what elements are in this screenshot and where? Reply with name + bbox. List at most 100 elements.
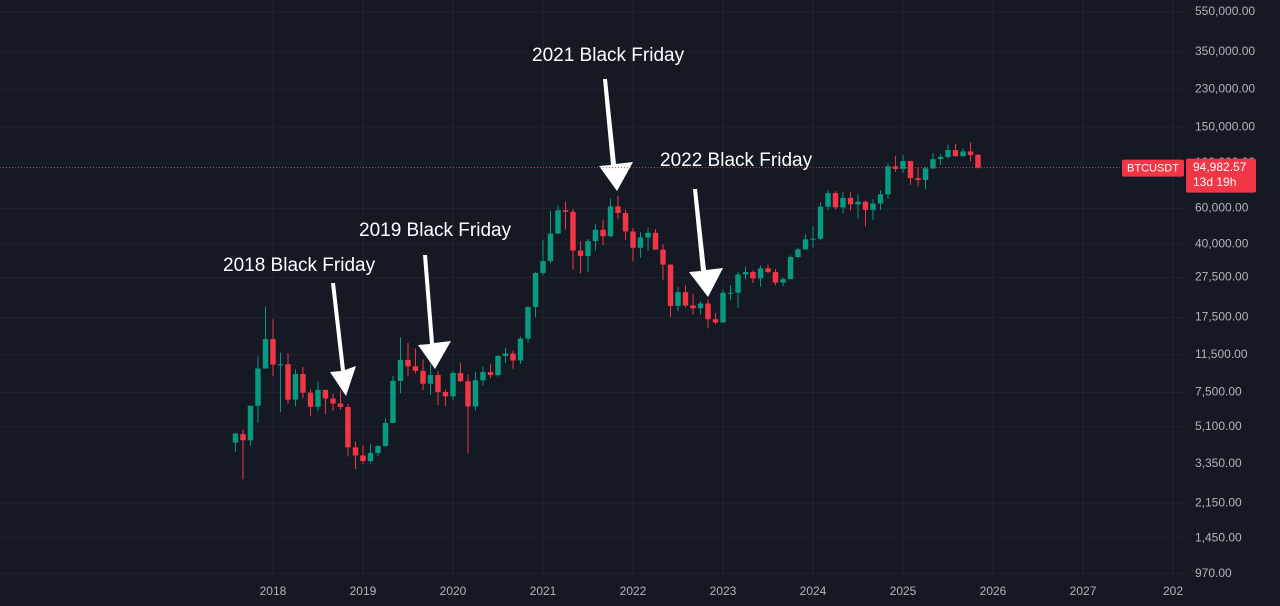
- candle-body: [967, 151, 974, 155]
- candle-body: [255, 368, 261, 406]
- candle-body: [900, 160, 906, 169]
- candle-body: [975, 154, 981, 168]
- x-tick-label: 2026: [980, 584, 1007, 598]
- x-tick-label: 2024: [800, 584, 827, 598]
- x-tick-label: 2025: [890, 584, 917, 598]
- candle-body: [472, 380, 479, 407]
- candle-body: [502, 353, 509, 356]
- y-tick-label: 17,500.00: [1195, 310, 1249, 324]
- candle-body: [907, 160, 914, 179]
- y-tick-label: 60,000.00: [1195, 201, 1249, 215]
- candle-body: [277, 364, 284, 366]
- symbol-box: [1122, 159, 1184, 177]
- candle-body: [930, 159, 936, 169]
- candle-body: [720, 292, 726, 323]
- candle-body: [570, 211, 576, 251]
- candle-body: [337, 403, 344, 408]
- candle-body: [667, 264, 674, 306]
- candle-body: [945, 150, 951, 157]
- candle-body: [442, 392, 449, 397]
- candle-body: [577, 250, 584, 256]
- axes: 550,000.00 350,000.00 230,000.00 150,000.00…: [260, 4, 1256, 598]
- candle-body: [532, 272, 539, 308]
- candle-body: [405, 359, 411, 367]
- candle-body: [397, 359, 404, 381]
- candle-body: [420, 370, 426, 384]
- candle-body: [645, 232, 651, 238]
- candle-body: [592, 229, 599, 242]
- candle-body: [787, 257, 794, 280]
- candles: [232, 142, 981, 480]
- annotation: 2022 Black Friday: [660, 150, 813, 171]
- candle-body: [660, 249, 666, 265]
- y-tick-label: 2,150.00: [1195, 495, 1242, 509]
- candle-body: [877, 194, 884, 204]
- candle-body: [510, 353, 516, 361]
- candle-body: [262, 339, 269, 369]
- candle-body: [675, 292, 681, 306]
- candle-body: [960, 151, 966, 157]
- candle-body: [780, 279, 786, 283]
- candle-body: [607, 206, 614, 237]
- candle-body: [585, 241, 591, 256]
- candle-body: [390, 380, 396, 423]
- y-tick-label: 1,450.00: [1195, 530, 1242, 544]
- candle-body: [457, 373, 464, 382]
- arrow: [330, 283, 356, 396]
- candle-body: [802, 239, 809, 250]
- x-tick-label: 2021: [530, 584, 557, 598]
- x-tick-label: 2018: [260, 584, 287, 598]
- candle-body: [292, 374, 299, 400]
- annotation: 2021 Black Friday: [532, 45, 685, 66]
- annotation: 2019 Black Friday: [359, 220, 512, 241]
- candle-body: [832, 193, 839, 208]
- candle-body: [870, 203, 876, 210]
- candle-body: [952, 150, 959, 157]
- candle-body: [450, 373, 456, 397]
- candle-body: [247, 405, 254, 441]
- candle-body: [772, 272, 779, 283]
- grid: [0, 0, 1185, 578]
- candle-body: [412, 366, 419, 371]
- candle-body: [232, 433, 239, 443]
- candle-body: [795, 249, 801, 258]
- y-tick-label: 550,000.00: [1195, 4, 1255, 18]
- x-tick-label: 2027: [1070, 584, 1097, 598]
- candle-body: [547, 233, 554, 262]
- x-tick-label: 2020: [440, 584, 467, 598]
- annotation: 2018 Black Friday: [223, 255, 376, 276]
- candle-body: [885, 166, 891, 195]
- x-tick-label: 2023: [710, 584, 737, 598]
- y-tick-label: 350,000.00: [1195, 44, 1255, 58]
- candle-body: [705, 303, 711, 320]
- y-tick-label: 150,000.00: [1195, 119, 1255, 133]
- candle-body: [465, 381, 471, 407]
- candle-body: [652, 232, 659, 250]
- price-value: 94,982.57: [1193, 160, 1247, 174]
- candle-body: [750, 272, 756, 279]
- candle-body: [697, 303, 704, 309]
- candle-body: [495, 355, 501, 376]
- candle-body: [735, 274, 741, 293]
- candle-body: [742, 272, 749, 275]
- y-tick-label: 11,500.00: [1195, 347, 1248, 361]
- candle-body: [562, 210, 569, 212]
- candle-body: [382, 422, 389, 447]
- candle-body: [690, 305, 696, 309]
- candle-body: [322, 389, 329, 399]
- candle-body: [622, 212, 629, 232]
- countdown: 13d 19h: [1193, 175, 1236, 189]
- candle-body: [847, 197, 854, 205]
- candle-body: [345, 407, 351, 448]
- candle-body: [427, 375, 434, 384]
- arrow: [418, 255, 451, 369]
- candle-body: [240, 434, 246, 441]
- y-tick-label: 7,500.00: [1195, 385, 1242, 399]
- x-tick-label: 2019: [350, 584, 377, 598]
- candle-body: [682, 292, 689, 306]
- y-tick-label: 3,350.00: [1195, 456, 1242, 470]
- candle-body: [315, 389, 321, 407]
